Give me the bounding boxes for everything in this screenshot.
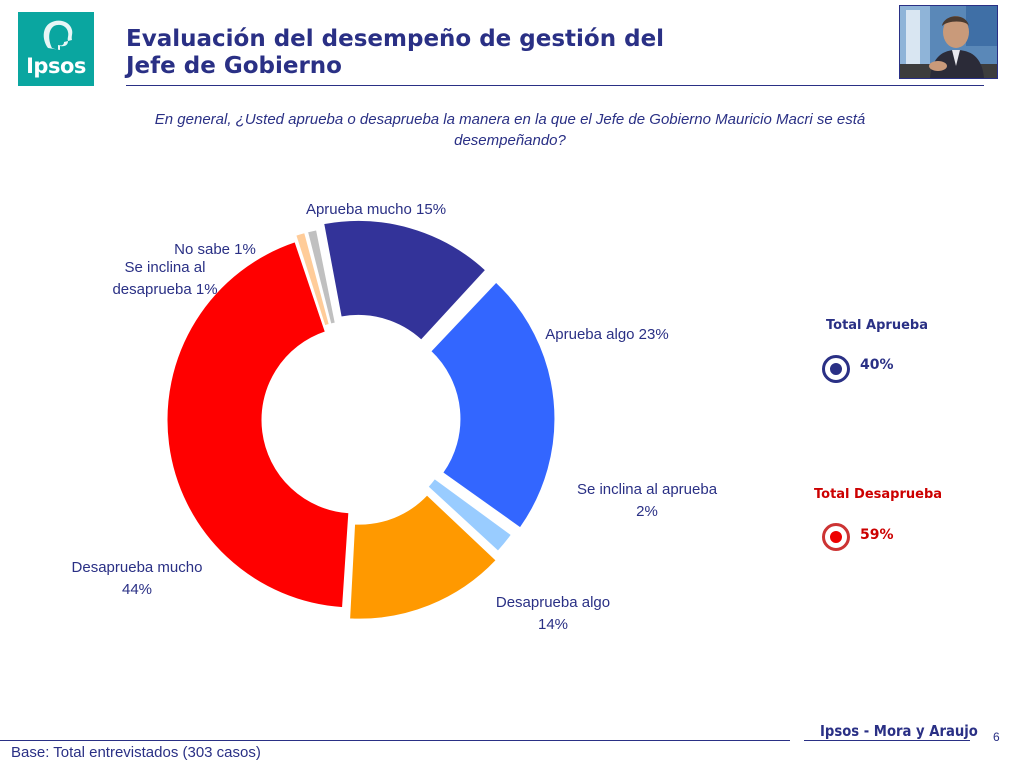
slice-label-aprueba-algo: Aprueba algo 23% [545, 326, 668, 343]
slice-se-inclina-al-aprueba [427, 478, 513, 552]
speaker-photo-image [900, 6, 997, 78]
slice-desaprueba-algo [349, 494, 497, 620]
total-approve-value: 40% [860, 357, 894, 373]
total-disapprove-value: 59% [860, 527, 894, 543]
footer-divider-right [804, 740, 970, 741]
slice-label-se-inclina-al-aprueba: Se inclina al aprueba 2% [577, 481, 718, 520]
slice-no-sabe [306, 229, 336, 325]
page-number: 6 [993, 730, 1000, 744]
logo-text: Ipsos [26, 54, 86, 78]
head-silhouette-icon [43, 20, 73, 50]
slice-label-aprueba-mucho: Aprueba mucho 15% [306, 201, 446, 218]
slice-label-desaprueba-mucho: Desaprueba mucho 44% [72, 559, 203, 598]
slice-aprueba-algo [430, 281, 556, 529]
disapprove-bullseye-icon [822, 523, 850, 551]
title-line-1: Evaluación del desempeño de gestión del [126, 26, 665, 52]
slice-label-desaprueba-algo: Desaprueba algo 14% [496, 594, 610, 633]
footer-brand: Ipsos - Mora y Araujo [820, 722, 978, 740]
slice-label-se-inclina-al-desaprueba: Se inclina al desaprueba 1% [112, 259, 217, 298]
slice-aprueba-mucho [323, 219, 487, 341]
ipsos-logo: Ipsos [18, 12, 94, 86]
total-approve-label: Total Aprueba [826, 318, 928, 333]
title-divider [126, 85, 984, 86]
page-title: Evaluación del desempeño de gestión del … [126, 26, 846, 80]
footer-divider [0, 740, 790, 741]
approve-bullseye-icon [822, 355, 850, 383]
total-disapprove-label: Total Desaprueba [814, 487, 943, 502]
sample-base-note: Base: Total entrevistados (303 casos) [11, 744, 261, 761]
survey-question: En general, ¿Usted aprueba o desaprueba … [154, 111, 866, 149]
speaker-photo [899, 5, 998, 79]
slice-se-inclina-al-desaprueba [295, 232, 330, 327]
slice-label-no-sabe: No sabe 1% [174, 241, 256, 258]
title-line-2: Jefe de Gobierno [126, 53, 342, 79]
slice-desaprueba-mucho [166, 241, 350, 609]
